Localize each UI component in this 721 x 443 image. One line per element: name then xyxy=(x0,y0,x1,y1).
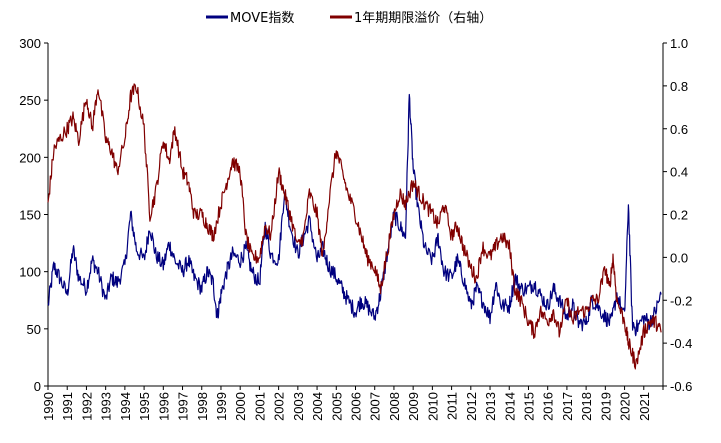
x-tick-label: 2010 xyxy=(425,392,440,421)
y-left-tick-label: 0 xyxy=(34,379,41,394)
legend: MOVE指数 1年期期限溢价（右轴） xyxy=(206,11,492,26)
x-tick-label: 2015 xyxy=(521,392,536,421)
x-tick-label: 2012 xyxy=(464,392,479,421)
series-layer xyxy=(47,83,662,370)
x-tick-label: 2013 xyxy=(483,392,498,421)
x-tick-label: 1993 xyxy=(99,392,114,421)
x-tick-label: 1998 xyxy=(195,392,210,421)
x-tick-label: 2018 xyxy=(579,392,594,421)
x-tick-label: 1995 xyxy=(137,392,152,421)
y-right-tick-label: -0.2 xyxy=(670,293,692,308)
x-tick-label: 2008 xyxy=(387,392,402,421)
x-tick-label: 1990 xyxy=(41,392,56,421)
y-left-tick-label: 50 xyxy=(27,322,41,337)
y-right-tick-label: 0.2 xyxy=(670,208,688,223)
y-right-tick-label: 0.0 xyxy=(670,250,688,265)
y-right-tick-label: -0.4 xyxy=(670,336,692,351)
x-tick-label: 2003 xyxy=(291,392,306,421)
x-tick-label: 2000 xyxy=(233,392,248,421)
x-tick-label: 2017 xyxy=(560,392,575,421)
y-left-tick-label: 300 xyxy=(19,36,41,51)
x-tick-label: 2020 xyxy=(618,392,633,421)
x-tick-label: 1999 xyxy=(214,392,229,421)
y-right-tick-label: 0.4 xyxy=(670,165,688,180)
x-tick-label: 1994 xyxy=(118,392,133,421)
y-left-tick-label: 250 xyxy=(19,93,41,108)
axes: 0 50 100 150 200 250 300 -0.6 -0.4 -0.2 0.0 0.2 0.4 0… xyxy=(19,36,692,421)
x-tick-label: 2011 xyxy=(445,392,460,420)
series-line-term-premium xyxy=(47,83,662,370)
x-tick-label: 1997 xyxy=(176,392,191,421)
y-right-tick-label: 1.0 xyxy=(670,36,688,51)
x-tick-label: 2002 xyxy=(272,392,287,421)
y-right-tick-label: 0.8 xyxy=(670,79,688,94)
x-tick-label: 2004 xyxy=(310,392,325,421)
y-left-tick-label: 200 xyxy=(19,150,41,165)
x-tick-label: 2021 xyxy=(637,392,652,421)
x-tick-label: 1991 xyxy=(60,392,75,421)
y-right-tick-label: -0.6 xyxy=(670,379,692,394)
x-tick-label: 2019 xyxy=(598,392,613,421)
x-tick-label: 2005 xyxy=(329,392,344,421)
x-tick-label: 2006 xyxy=(349,392,364,421)
x-tick-label: 1992 xyxy=(79,392,94,421)
x-tick-label: 2001 xyxy=(252,392,267,421)
x-tick-label: 2016 xyxy=(541,392,556,421)
y-right-tick-label: 0.6 xyxy=(670,122,688,137)
x-tick-label: 2007 xyxy=(368,392,383,421)
y-left-tick-label: 150 xyxy=(19,208,41,223)
legend-label-move: MOVE指数 xyxy=(230,11,294,26)
x-tick-label: 2014 xyxy=(502,392,517,421)
x-tick-label: 1996 xyxy=(156,392,171,421)
x-tick-label: 2009 xyxy=(406,392,421,421)
y-left-tick-label: 100 xyxy=(19,265,41,280)
legend-label-term-premium: 1年期期限溢价（右轴） xyxy=(354,11,492,26)
